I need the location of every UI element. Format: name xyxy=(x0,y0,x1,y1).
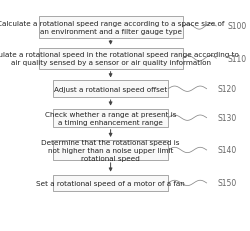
Text: S100: S100 xyxy=(227,22,246,31)
FancyBboxPatch shape xyxy=(38,17,182,38)
Text: Calculate a rotational speed range according to a space size of
an environment a: Calculate a rotational speed range accor… xyxy=(0,21,224,35)
Text: S110: S110 xyxy=(227,55,246,64)
Text: Calculate a rotational speed in the rotational speed range according to
air qual: Calculate a rotational speed in the rota… xyxy=(0,52,238,66)
FancyBboxPatch shape xyxy=(53,81,168,98)
FancyBboxPatch shape xyxy=(38,49,182,70)
Text: S140: S140 xyxy=(218,146,237,155)
Text: Check whether a range at present is
a timing enhancement range: Check whether a range at present is a ti… xyxy=(45,111,176,125)
Text: Adjust a rotational speed offset: Adjust a rotational speed offset xyxy=(54,86,167,92)
Text: S120: S120 xyxy=(218,85,236,94)
Text: S150: S150 xyxy=(218,179,237,188)
Text: S130: S130 xyxy=(218,114,237,123)
FancyBboxPatch shape xyxy=(53,109,168,127)
FancyBboxPatch shape xyxy=(53,175,168,191)
Text: Set a rotational speed of a motor of a fan: Set a rotational speed of a motor of a f… xyxy=(36,180,185,186)
FancyBboxPatch shape xyxy=(53,140,168,160)
Text: Determine that the rotational speed is
not higher than a noise upper limit
rotat: Determine that the rotational speed is n… xyxy=(41,140,180,161)
